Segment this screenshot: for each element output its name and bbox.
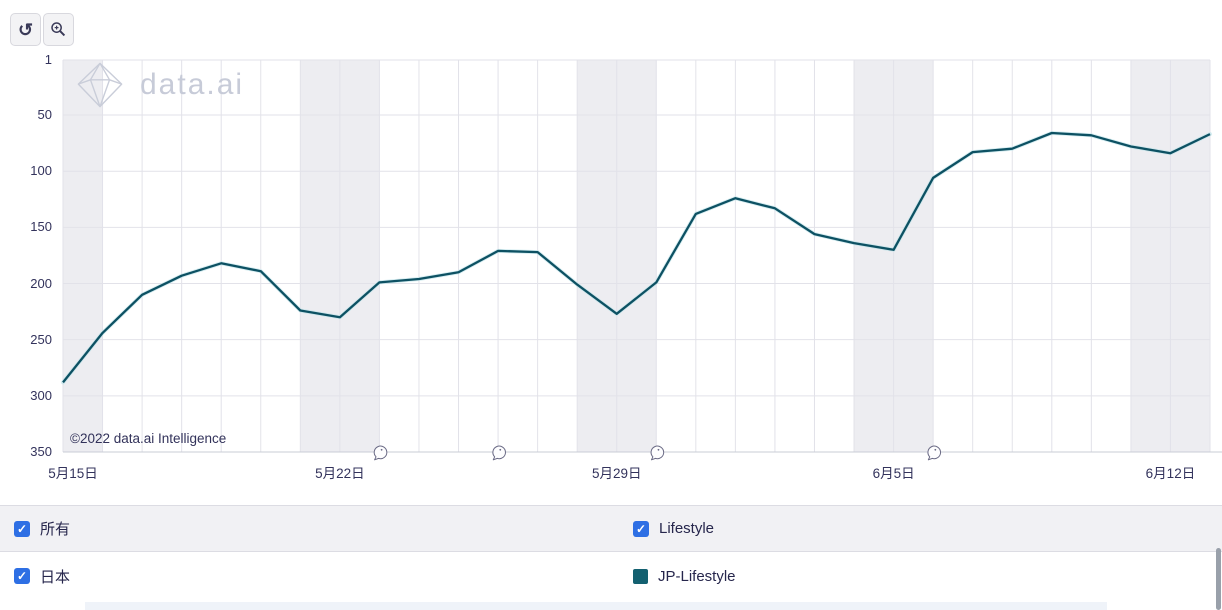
legend-row: 所有 Lifestyle [0,505,1222,551]
series-jp-lifestyle-label: JP-Lifestyle [658,567,736,585]
series-jp-lifestyle: JP-Lifestyle [611,568,1222,585]
reset-zoom-button[interactable]: ↺ [10,13,41,46]
filter-japan-label: 日本 [40,568,71,586]
x-axis-label: 5月22日 [315,466,365,481]
filter-japan: 日本 [0,566,611,587]
copyright-notice: ©2022 data.ai Intelligence [70,431,227,446]
filter-all-label: 所有 [40,521,71,538]
checkbox-all[interactable] [14,520,30,537]
filter-lifestyle: Lifestyle [611,520,1222,537]
checkbox-japan[interactable] [14,568,30,584]
y-axis-label: 200 [30,275,52,291]
series-color-swatch [633,568,648,584]
y-axis-label: 300 [30,387,52,403]
y-axis-label: 150 [30,219,52,235]
rank-trend-plot-area[interactable] [0,0,1222,500]
filter-all: 所有 [0,518,611,539]
event-marker-icon[interactable] [492,445,506,461]
partial-next-row [85,602,1107,610]
event-marker-icon[interactable] [373,445,388,461]
x-axis-label: 6月12日 [1145,466,1196,481]
x-axis-label: 6月5日 [872,466,915,481]
series-line-jp-lifestyle [62,131,1211,384]
legend-row: 日本 JP-Lifestyle [0,551,1222,600]
event-marker-icon[interactable] [650,445,665,461]
rotate-ccw-icon: ↺ [17,19,34,40]
rank-trend-chart: 1 50 100 150 200 250 300 350 5月15日 5月22日 5月29日 6月5… [0,0,1222,500]
event-marker-icon[interactable] [927,445,942,461]
x-axis-label: 5月29日 [591,466,642,481]
filter-lifestyle-label: Lifestyle [659,520,715,537]
zoom-in-icon [51,22,66,37]
legend-filter-grid: 所有 Lifestyle 日本 JP-Lifestyle [0,505,1222,600]
y-axis-label: 350 [30,444,52,459]
checkbox-lifestyle[interactable] [633,520,649,537]
y-axis-label: 100 [30,163,52,179]
weekend-band [63,60,103,452]
x-axis-label: 5月15日 [48,466,98,481]
y-axis-label: 50 [37,107,52,123]
vertical-scrollbar[interactable] [1216,548,1221,610]
zoom-in-button[interactable] [43,13,74,46]
y-axis-label: 250 [30,331,52,347]
y-axis-label: 1 [44,52,52,67]
